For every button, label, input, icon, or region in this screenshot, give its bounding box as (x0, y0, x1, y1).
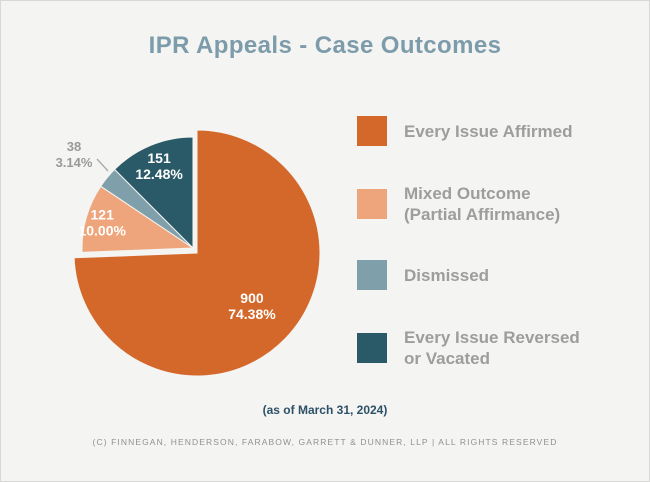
legend-swatch-icon (357, 333, 387, 363)
slice-value-label: 151 12.48% (135, 150, 183, 182)
chart-title: IPR Appeals - Case Outcomes (148, 32, 502, 59)
legend-item-label: Every Issue Affirmed (404, 121, 573, 141)
pie-slice-every-issue-affirmed[interactable] (73, 129, 321, 377)
legend-item-label: Every Issue Reversed or Vacated (404, 328, 580, 368)
slice-value-label: 900 74.38% (228, 290, 276, 322)
legend-item-label: Dismissed (404, 265, 490, 285)
label-leader-line (96, 158, 109, 172)
legend-item-every-issue-reversed-or-vacated[interactable]: Every Issue Reversed or Vacated (357, 327, 580, 369)
legend-item-mixed-outcome-partial-affirmance[interactable]: Mixed Outcome (Partial Affirmance) (357, 183, 560, 225)
legend-item-label: Mixed Outcome (Partial Affirmance) (404, 184, 561, 224)
slice-value-label: 38 3.14% (56, 139, 93, 170)
pie-slice-every-issue-reversed-or-vacated[interactable] (113, 136, 194, 250)
copyright-line: (C) FINNEGAN, HENDERSON, FARABOW, GARRET… (92, 437, 558, 447)
legend-swatch-icon (357, 260, 387, 290)
slice-value-label: 121 10.00% (78, 206, 126, 238)
legend-item-every-issue-affirmed[interactable]: Every Issue Affirmed (357, 116, 573, 146)
as-of-date: (as of March 31, 2024) (262, 403, 388, 417)
legend-swatch-icon (357, 189, 387, 219)
legend-item-dismissed[interactable]: Dismissed (357, 260, 489, 290)
legend-swatch-icon (357, 116, 387, 146)
